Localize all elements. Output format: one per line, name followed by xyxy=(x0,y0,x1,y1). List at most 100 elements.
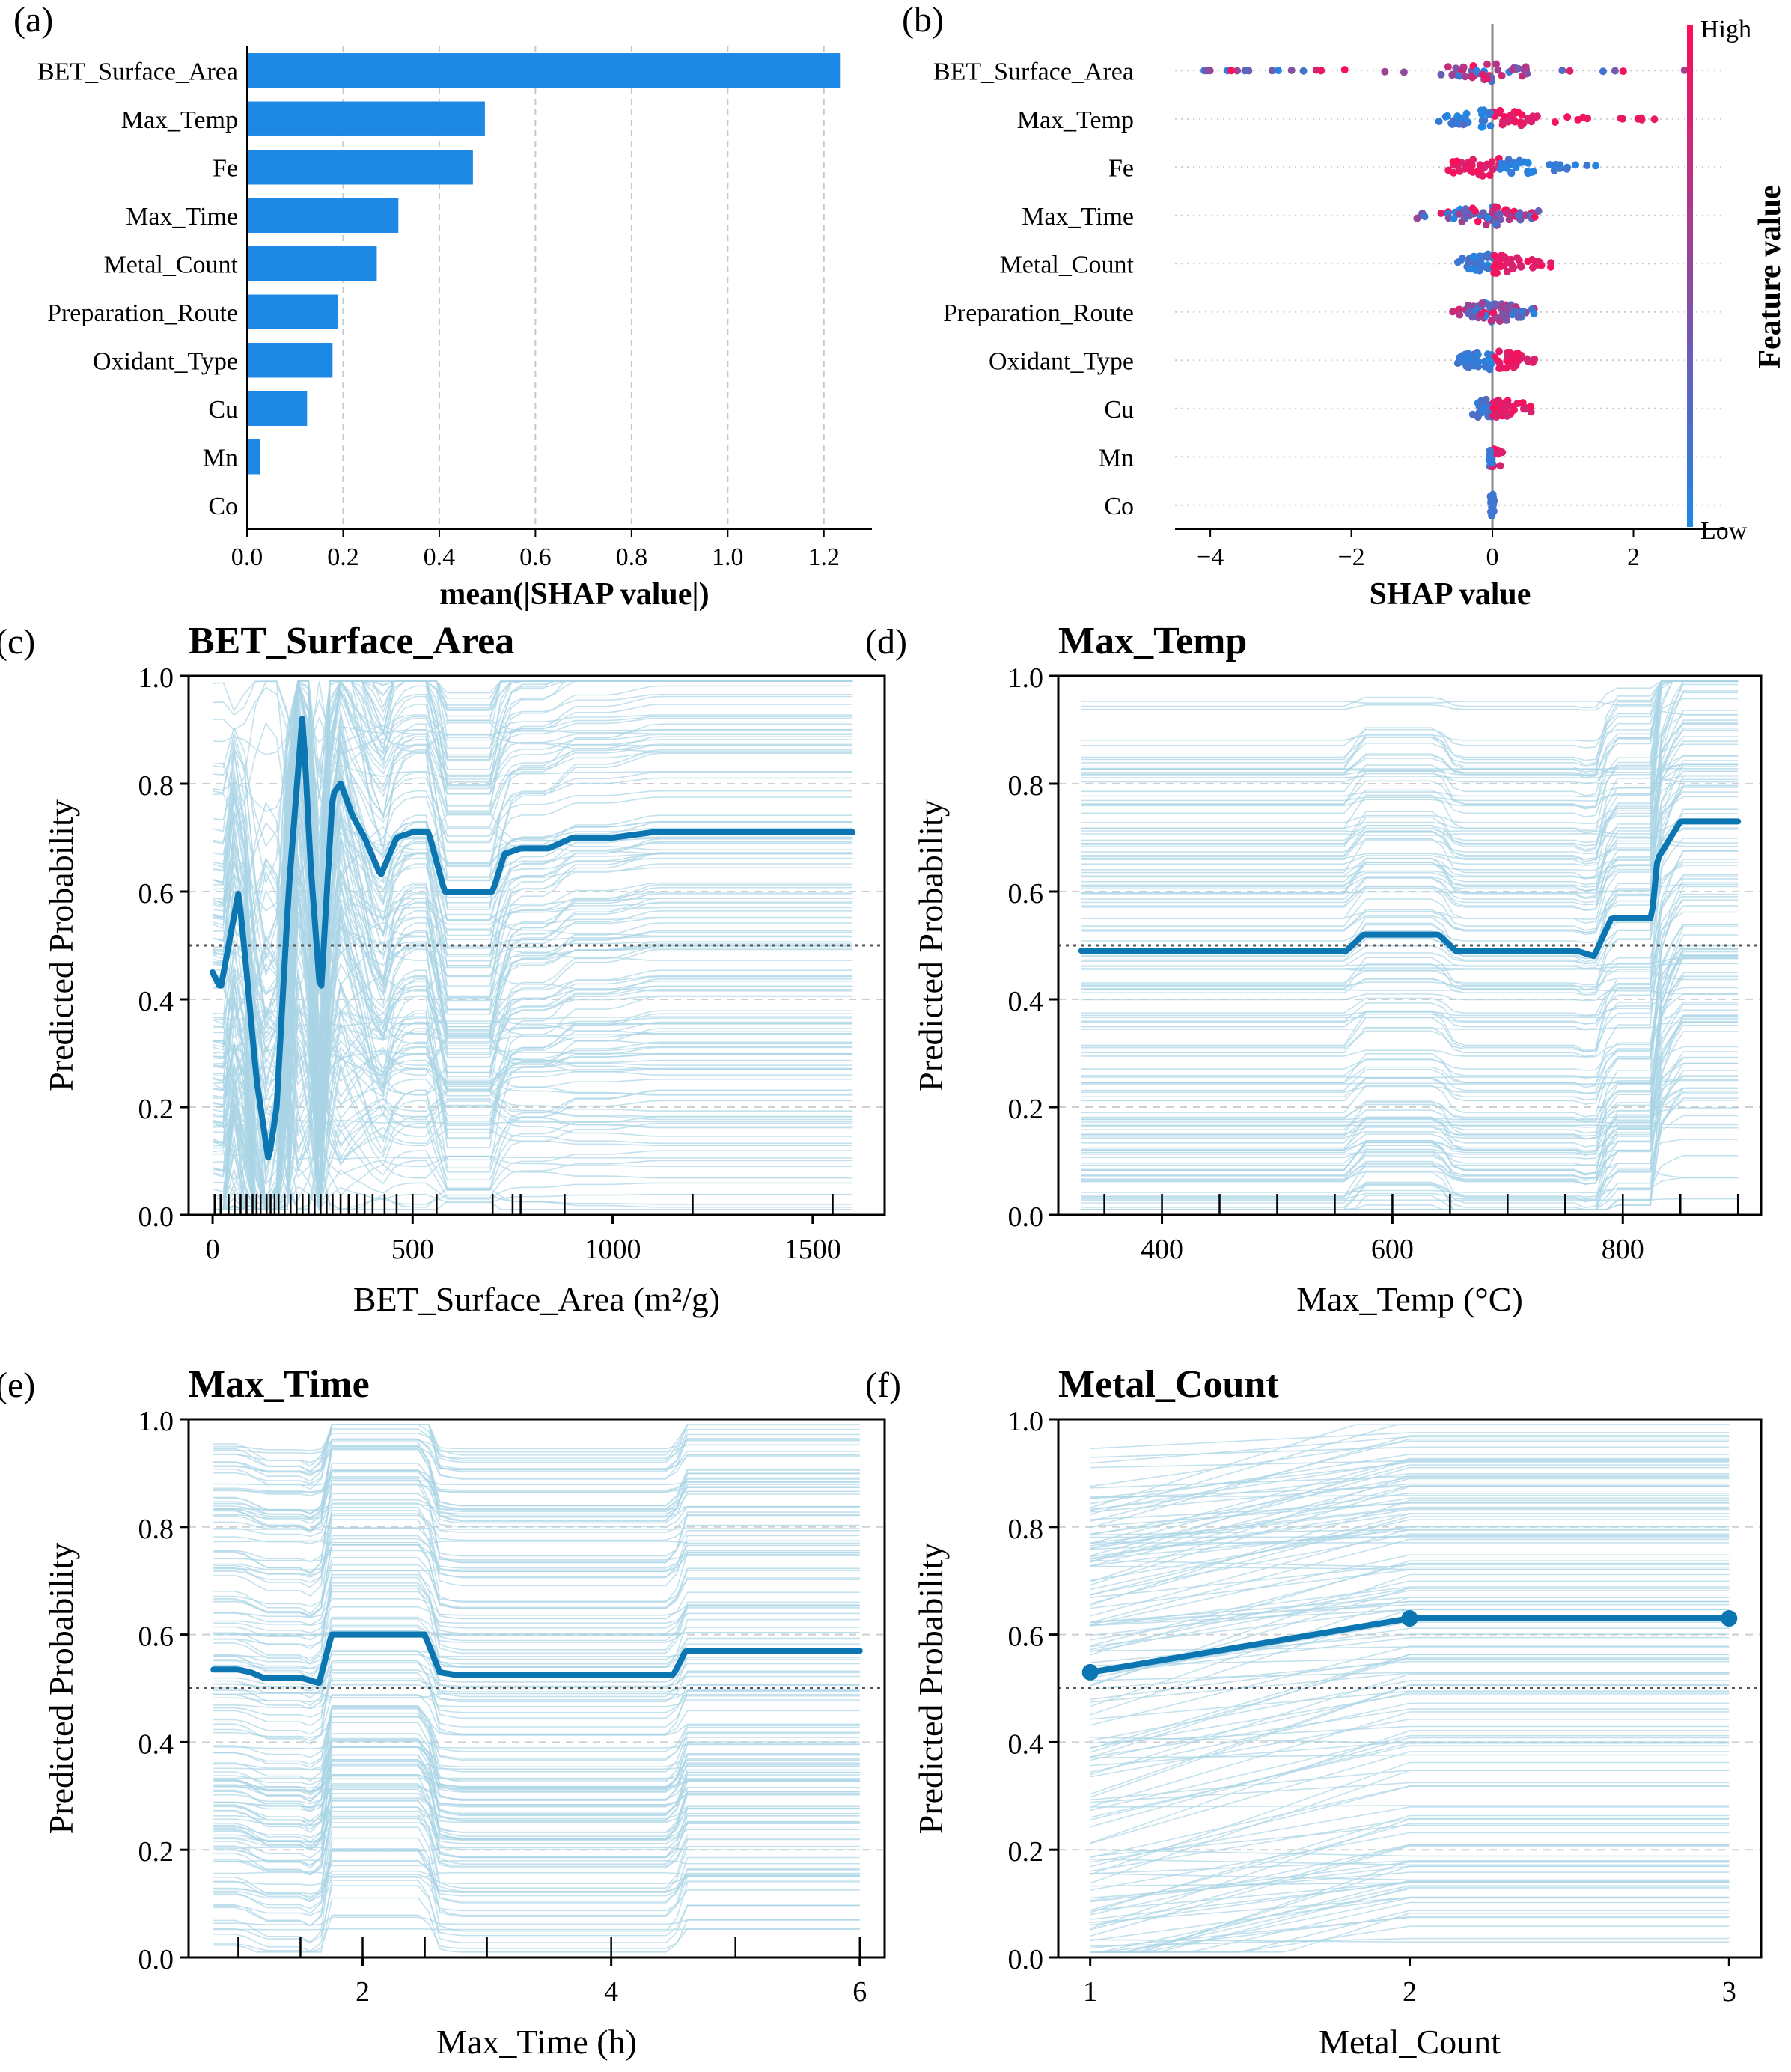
shap-point xyxy=(1450,214,1458,222)
shap-point xyxy=(1203,67,1211,75)
bar xyxy=(247,150,473,185)
ice-line xyxy=(1090,1587,1730,1686)
y-tick-label: 0.6 xyxy=(138,1621,174,1653)
ice-line xyxy=(213,1510,860,1597)
shap-point xyxy=(1488,158,1496,166)
ice-line xyxy=(1081,764,1739,779)
category-label: Preparation_Route xyxy=(943,299,1134,327)
ice-line xyxy=(1081,680,1739,709)
shap-point xyxy=(1467,160,1475,168)
ice-line xyxy=(213,1550,860,1562)
ice-line xyxy=(1081,993,1739,1071)
ice-line xyxy=(1090,1708,1730,1758)
ice-line xyxy=(213,1441,860,1533)
ice-line xyxy=(213,1788,860,1859)
shap-point xyxy=(1274,67,1282,75)
y-tick-label: 0.0 xyxy=(1008,1201,1044,1233)
shap-point xyxy=(1495,359,1504,367)
colorbar-high-label: High xyxy=(1700,16,1751,43)
ice-line xyxy=(1081,947,1739,1186)
shap-point xyxy=(1448,120,1456,128)
shap-point xyxy=(1458,217,1466,225)
shap-point xyxy=(1496,165,1504,173)
shap-point xyxy=(1546,161,1554,169)
ice-line xyxy=(212,874,853,1210)
shap-point xyxy=(1462,109,1471,118)
category-label: Metal_Count xyxy=(104,251,239,278)
ice-line xyxy=(213,1774,860,1812)
ice-line xyxy=(1090,1432,1730,1450)
shap-point xyxy=(1501,253,1509,261)
ice-line xyxy=(213,1527,860,1530)
shap-point xyxy=(1650,115,1659,124)
shap-point xyxy=(1529,263,1537,272)
ice-line xyxy=(213,1569,860,1572)
ice-line xyxy=(1081,791,1739,892)
ice-line xyxy=(1090,1473,1730,1511)
shap-point xyxy=(1574,115,1582,124)
ice-line xyxy=(1090,1719,1730,1778)
ice-line xyxy=(1081,1076,1739,1180)
shap-point xyxy=(1471,207,1480,216)
shap-point xyxy=(1421,213,1429,221)
shap-point xyxy=(1456,311,1464,319)
ice-line xyxy=(1090,1495,1730,1498)
category-label: Metal_Count xyxy=(1000,251,1135,278)
ice-line xyxy=(1090,1564,1730,1599)
ice-line xyxy=(213,1761,860,1794)
ice-line xyxy=(1090,1741,1730,1767)
ice-line xyxy=(1090,1817,1730,1872)
pdp-marker xyxy=(1081,1663,1099,1681)
category-label: Cu xyxy=(1104,396,1134,424)
ice-line xyxy=(1090,1460,1730,1469)
shap-point xyxy=(1478,408,1486,416)
shap-point xyxy=(1514,313,1522,321)
ice-line xyxy=(1081,1002,1739,1140)
shap-point xyxy=(1491,219,1499,228)
ice-line xyxy=(213,1705,860,1782)
shap-point xyxy=(1510,406,1518,414)
ice-line xyxy=(213,1662,860,1727)
ice-line xyxy=(1081,680,1739,765)
ice-line xyxy=(213,1424,860,1477)
ice-line xyxy=(1081,838,1739,965)
shap-point xyxy=(1450,168,1458,177)
shap-point xyxy=(1449,158,1457,166)
category-label: Max_Time xyxy=(1022,203,1134,231)
pdp-marker xyxy=(1401,1610,1418,1627)
shap-point xyxy=(1413,214,1421,222)
category-label: Cu xyxy=(208,396,238,424)
shap-point xyxy=(1490,263,1498,271)
shap-point xyxy=(1547,259,1555,267)
shap-point xyxy=(1634,115,1642,123)
ice-line xyxy=(213,1433,860,1452)
shap-point xyxy=(1478,299,1486,308)
ice-line xyxy=(213,1914,860,1953)
ice-line xyxy=(213,1859,860,1898)
ice-line xyxy=(1090,1586,1730,1627)
shap-point xyxy=(1453,258,1462,266)
shap-point xyxy=(1572,161,1580,169)
ice-line xyxy=(1090,1925,1730,1953)
shap-point xyxy=(1534,207,1543,215)
shap-point xyxy=(1489,165,1497,174)
ice-line xyxy=(213,1763,860,1770)
shap-point xyxy=(1480,116,1489,124)
ice-line xyxy=(1090,1462,1730,1499)
ice-line xyxy=(1090,1806,1730,1863)
shap-point xyxy=(1503,303,1511,311)
ice-line xyxy=(1090,1824,1730,1857)
shap-point xyxy=(1619,67,1627,76)
shap-point xyxy=(1680,66,1688,74)
ice-line xyxy=(1081,766,1739,825)
ice-line xyxy=(1081,680,1739,851)
ice-line xyxy=(213,1796,860,1823)
bar xyxy=(247,198,399,233)
ice-line xyxy=(1090,1805,1730,1808)
shap-point xyxy=(1492,203,1500,211)
ice-line xyxy=(213,1502,860,1538)
ice-line xyxy=(213,1837,860,1927)
ice-line xyxy=(213,1424,860,1467)
pdp-marker xyxy=(1721,1610,1738,1627)
x-axis-title: SHAP value xyxy=(1370,577,1531,612)
